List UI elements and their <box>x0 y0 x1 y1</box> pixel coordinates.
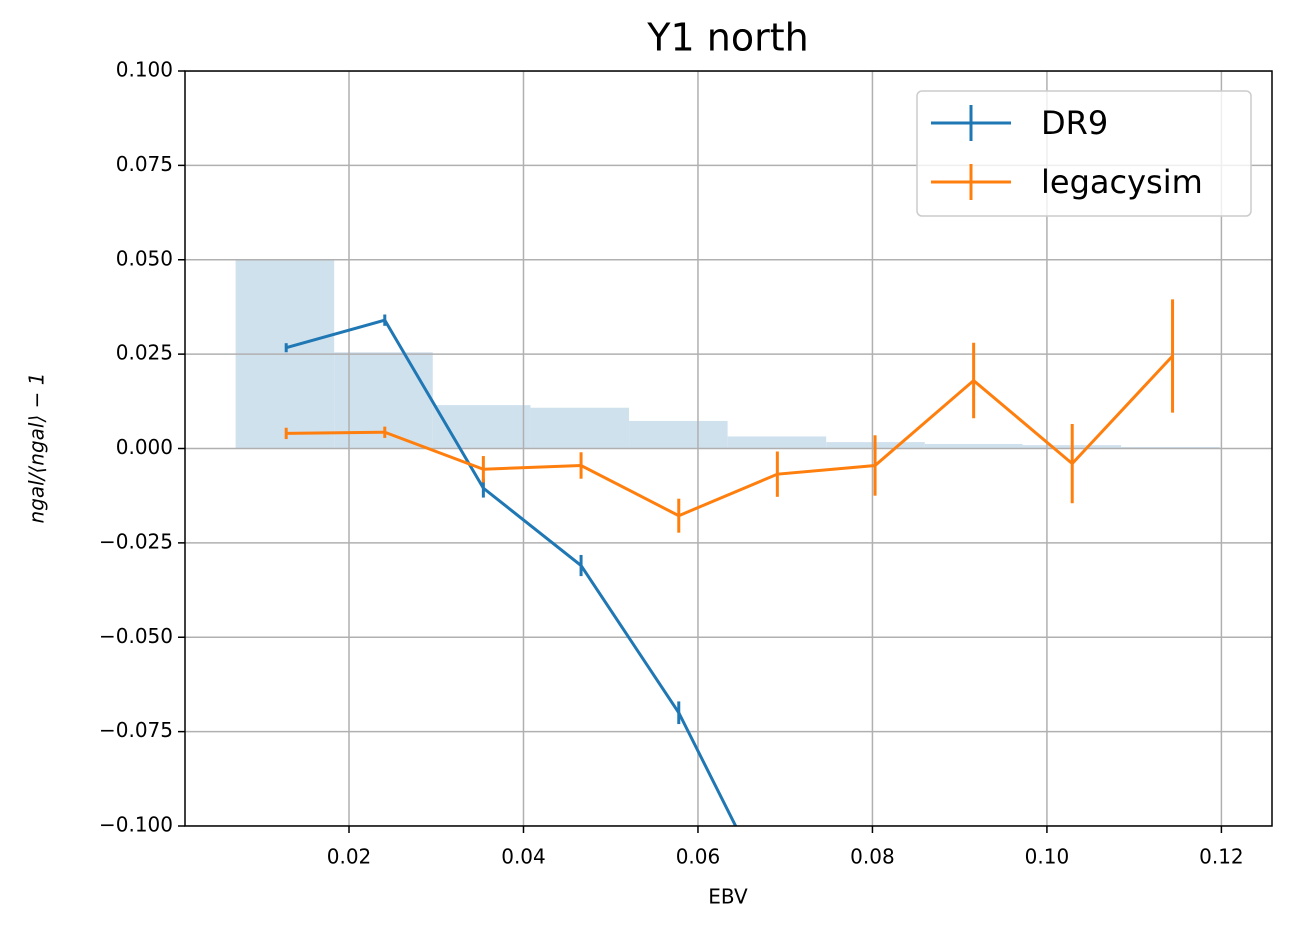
legend-label: DR9 <box>1041 104 1108 142</box>
chart-title: Y1 north <box>646 16 808 60</box>
y-tick-label: 0.000 <box>116 435 173 459</box>
histogram-bar <box>727 436 827 449</box>
histogram-bar <box>530 407 630 449</box>
legend-label: legacysim <box>1041 163 1203 201</box>
y-tick-label: −0.050 <box>99 624 173 648</box>
y-tick-label: −0.075 <box>99 718 173 742</box>
y-tick-label: −0.100 <box>99 813 173 837</box>
x-tick-label: 0.06 <box>676 845 721 869</box>
histogram-bar <box>924 443 1023 449</box>
y-tick-label: 0.100 <box>116 58 173 82</box>
y-tick-label: 0.025 <box>116 341 173 365</box>
x-tick-label: 0.08 <box>850 845 895 869</box>
plot-area <box>185 71 1272 826</box>
histogram-bar <box>629 420 728 449</box>
x-tick-label: 0.10 <box>1025 845 1070 869</box>
y-axis-label: ngal/⟨ngal⟩ − 1 <box>25 373 49 524</box>
overlay: 0.02 0.04 0.06 0.08 0.10 0.12 −0.100 −0.075 −0.0… <box>99 58 1273 869</box>
y-tick-label: 0.075 <box>116 152 173 176</box>
x-tick-label: 0.12 <box>1199 845 1244 869</box>
series-line <box>286 354 1174 518</box>
plot-frame <box>184 70 1273 827</box>
x-axis-label: EBV <box>708 885 748 909</box>
y-tick-label: −0.025 <box>99 529 173 553</box>
histogram-bar <box>1121 446 1220 449</box>
x-tick-label: 0.04 <box>501 845 546 869</box>
y-tick-label: 0.050 <box>116 246 173 270</box>
x-tick-label: 0.02 <box>327 845 372 869</box>
series-line <box>285 318 738 826</box>
